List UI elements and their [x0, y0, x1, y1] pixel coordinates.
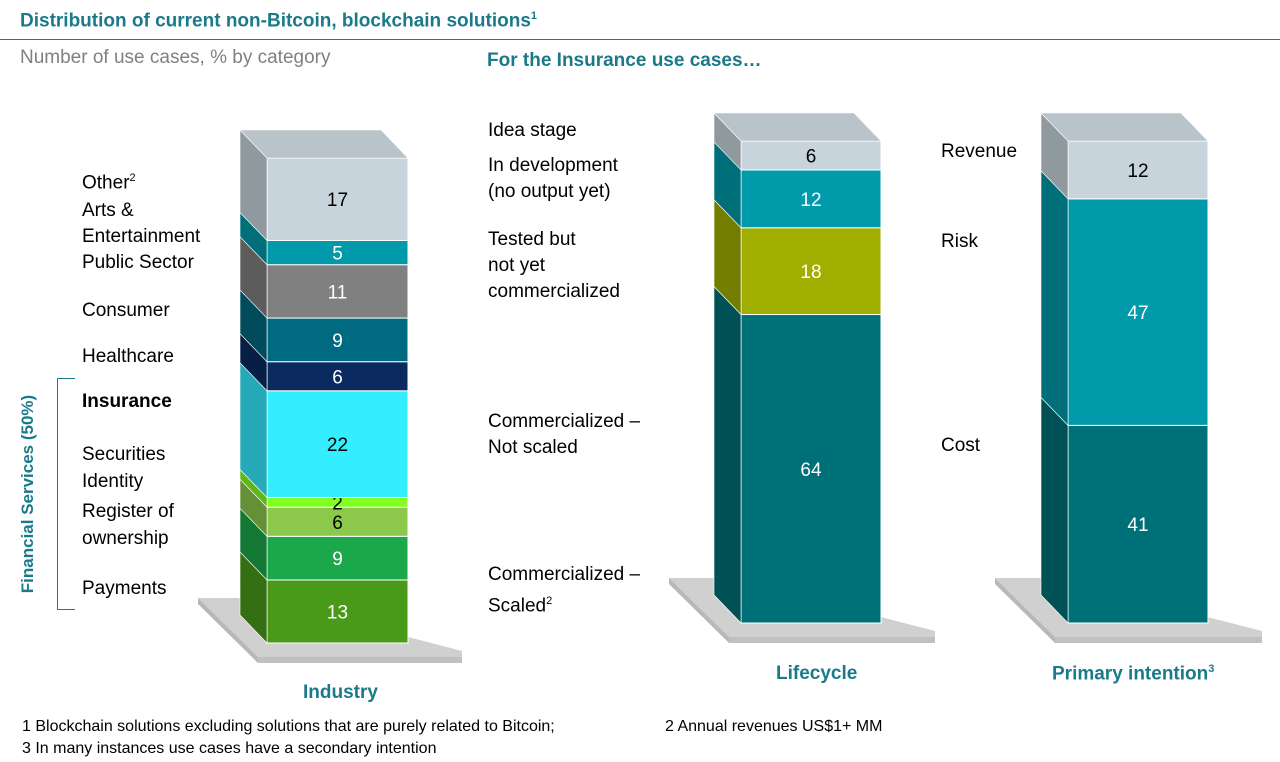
- label-healthcare: Healthcare: [82, 346, 174, 367]
- lifecycle-segment-commercialized-not-scaled: [740, 314, 882, 624]
- primary-intention-top-face: [1040, 112, 1209, 142]
- label-insurance: Insurance: [82, 391, 172, 412]
- industry-segment-payments-value: 13: [327, 602, 348, 623]
- label-register-line2: ownership: [82, 528, 169, 549]
- lifecycle-segment-tested-but-not-yet-commercialized-value: 18: [800, 262, 821, 283]
- industry-segment-other-value: 17: [327, 190, 348, 211]
- industry-segment-insurance-value: 22: [327, 435, 348, 456]
- axis-title-lifecycle: Lifecycle: [776, 663, 858, 684]
- primary-intention-segment-risk-side: [1040, 170, 1069, 427]
- lifecycle-floor-side: [669, 578, 729, 643]
- label-payments: Payments: [82, 578, 167, 599]
- industry-floor-front: [258, 657, 462, 663]
- financial-services-bracket: [57, 378, 75, 610]
- label-tested-line2: not yet: [488, 255, 546, 276]
- industry-segment-arts-entertainment-value: 5: [332, 244, 343, 265]
- label-public-sector: Public Sector: [82, 252, 194, 273]
- industry-segment-public-sector-value: 11: [328, 282, 348, 303]
- label-scaled-line2: Scaled2: [488, 595, 553, 617]
- label-scaled-line1: Commercialized –: [488, 564, 641, 585]
- primary-intention-segment-revenue: [1067, 140, 1209, 200]
- label-arts-line2: Entertainment: [82, 226, 201, 247]
- label-risk: Risk: [941, 231, 978, 252]
- industry-segment-other: [266, 157, 409, 241]
- lifecycle-floor-front: [729, 637, 935, 643]
- lifecycle-segment-idea-stage: [740, 140, 882, 171]
- title-divider: [0, 39, 1280, 40]
- label-not-scaled-line1: Commercialized –: [488, 411, 641, 432]
- industry-segment-consumer-value: 9: [332, 331, 343, 352]
- lifecycle-top-face: [713, 112, 882, 142]
- label-idea-stage: Idea stage: [488, 120, 577, 141]
- primary-intention-segment-cost-value: 41: [1127, 515, 1148, 536]
- industry-segment-public-sector: [266, 264, 409, 319]
- primary-intention-segment-revenue-value: 12: [1127, 161, 1148, 182]
- label-consumer: Consumer: [82, 300, 170, 321]
- primary-intention-segment-risk-value: 47: [1127, 303, 1148, 324]
- industry-top-face: [239, 129, 409, 159]
- lifecycle-segment-idea-stage-value: 6: [806, 146, 817, 167]
- primary-intention-segment-risk: [1067, 198, 1209, 426]
- industry-segment-healthcare: [266, 361, 409, 392]
- label-identity: Identity: [82, 471, 144, 492]
- label-cost: Cost: [941, 435, 981, 456]
- primary-intention-segment-cost: [1067, 424, 1209, 624]
- lifecycle-segment-in-development-no-output-yet-value: 12: [800, 190, 821, 211]
- lifecycle-segment-in-development-no-output-yet: [740, 169, 882, 229]
- primary-intention-segment-cost-side: [1040, 396, 1069, 624]
- footnote-2: 2 Annual revenues US$1+ MM: [665, 718, 883, 735]
- primary-intention-floor-front: [1055, 637, 1262, 643]
- industry-floor-side: [198, 598, 258, 663]
- label-register-line1: Register of: [82, 501, 174, 522]
- industry-segment-healthcare-value: 6: [332, 367, 343, 388]
- axis-title-primary-intention: Primary intention3: [1052, 663, 1215, 685]
- industry-segment-register-of-ownership-value: 9: [332, 549, 343, 570]
- label-revenue: Revenue: [941, 141, 1018, 162]
- footnote-3: 3 In many instances use cases have a sec…: [22, 740, 437, 757]
- chart-title: Distribution of current non-Bitcoin, blo…: [20, 10, 538, 32]
- lifecycle-segment-tested-but-not-yet-commercialized: [740, 227, 882, 316]
- label-not-scaled-line2: Not scaled: [488, 437, 578, 458]
- footnote-1: 1 Blockchain solutions excluding solutio…: [22, 718, 555, 735]
- axis-title-industry: Industry: [303, 682, 378, 703]
- industry-segment-securities-value: 2: [332, 493, 343, 514]
- chart-subtitle: Number of use cases, % by category: [20, 47, 331, 68]
- label-in-development-line2: (no output yet): [488, 181, 611, 202]
- label-arts-line1: Arts &: [82, 200, 134, 221]
- industry-segment-identity-value: 6: [332, 513, 343, 534]
- industry-segment-consumer: [266, 317, 409, 363]
- lifecycle-segment-commercialized-not-scaled-side: [713, 285, 742, 624]
- industry-segment-insurance: [266, 390, 409, 498]
- insurance-heading: For the Insurance use cases…: [487, 50, 762, 71]
- label-tested-line3: commercialized: [488, 281, 620, 302]
- label-in-development-line1: In development: [488, 155, 618, 176]
- label-securities: Securities: [82, 444, 166, 465]
- label-other: Other2: [82, 172, 136, 194]
- lifecycle-segment-commercialized-not-scaled-value: 64: [800, 460, 822, 481]
- label-tested-line1: Tested but: [488, 229, 576, 250]
- primary-intention-floor-side: [995, 578, 1055, 643]
- industry-segment-arts-entertainment: [266, 239, 409, 266]
